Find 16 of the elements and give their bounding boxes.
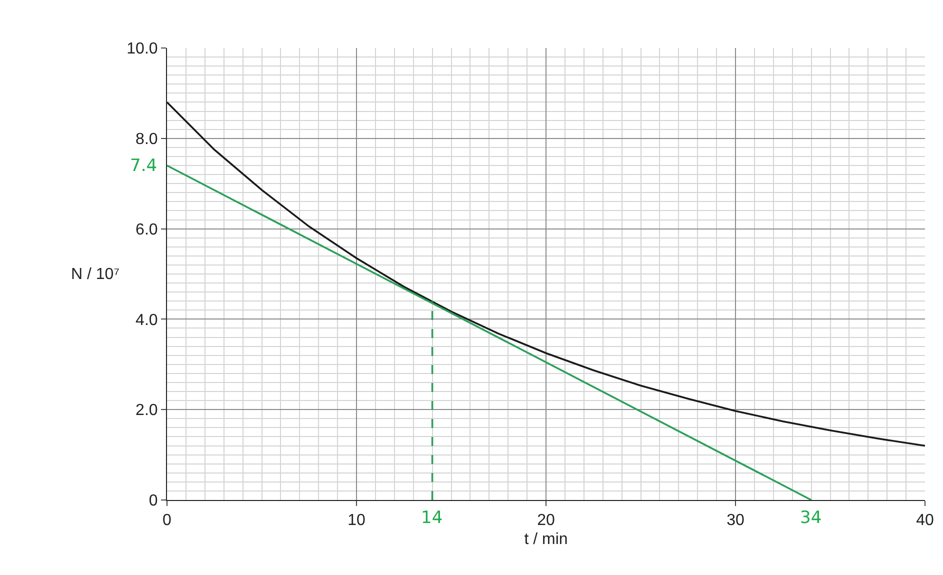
annotation: 14 — [421, 508, 443, 528]
x-tick-label: 20 — [537, 512, 555, 530]
y-tick-label: 10.0 — [126, 40, 158, 58]
y-tick-label: 0 — [148, 492, 158, 510]
x-axis-title: t / min — [524, 530, 568, 548]
annotation: 34 — [800, 508, 822, 528]
x-tick-label: 0 — [162, 512, 172, 530]
annotation: 7.4 — [130, 156, 158, 176]
x-tick-label: 30 — [726, 512, 744, 530]
y-tick-label: 2.0 — [136, 402, 158, 420]
y-axis-title: N / 10⁷ — [71, 266, 120, 283]
y-tick-label: 8.0 — [136, 131, 158, 148]
x-tick-label: 40 — [916, 512, 934, 530]
y-tick-label: 6.0 — [136, 221, 158, 238]
x-tick-label: 10 — [348, 512, 366, 530]
y-tick-label: 4.0 — [136, 312, 158, 329]
